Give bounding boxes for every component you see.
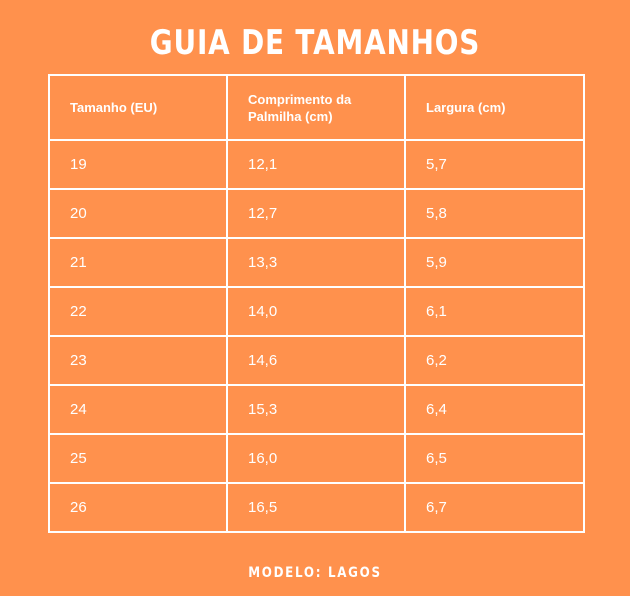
table-row: 26 16,5 6,7: [48, 482, 585, 533]
cell-width: 6,4: [404, 384, 585, 435]
header-width: Largura (cm): [404, 74, 585, 141]
table-row: 20 12,7 5,8: [48, 188, 585, 239]
cell-width: 6,2: [404, 335, 585, 386]
cell-length: 12,7: [226, 188, 406, 239]
cell-width: 6,5: [404, 433, 585, 484]
cell-size: 26: [48, 482, 228, 533]
cell-length: 16,5: [226, 482, 406, 533]
cell-length: 16,0: [226, 433, 406, 484]
cell-width: 5,7: [404, 139, 585, 190]
header-insole-length: Comprimento da Palmilha (cm): [226, 74, 406, 141]
table-row: 25 16,0 6,5: [48, 433, 585, 484]
size-guide-table: Tamanho (EU) Comprimento da Palmilha (cm…: [48, 74, 585, 533]
cell-length: 13,3: [226, 237, 406, 288]
cell-size: 23: [48, 335, 228, 386]
cell-length: 15,3: [226, 384, 406, 435]
page-title: GUIA DE TAMANHOS: [149, 23, 481, 63]
table-header-row: Tamanho (EU) Comprimento da Palmilha (cm…: [48, 74, 585, 141]
cell-length: 14,0: [226, 286, 406, 337]
cell-length: 14,6: [226, 335, 406, 386]
cell-width: 6,1: [404, 286, 585, 337]
cell-size: 22: [48, 286, 228, 337]
table-row: 24 15,3 6,4: [48, 384, 585, 435]
cell-width: 5,8: [404, 188, 585, 239]
table-row: 22 14,0 6,1: [48, 286, 585, 337]
cell-size: 19: [48, 139, 228, 190]
table-row: 19 12,1 5,7: [48, 139, 585, 190]
table-row: 23 14,6 6,2: [48, 335, 585, 386]
cell-length: 12,1: [226, 139, 406, 190]
model-label: MODELO: LAGOS: [248, 565, 382, 581]
header-size-eu: Tamanho (EU): [48, 74, 228, 141]
table-row: 21 13,3 5,9: [48, 237, 585, 288]
cell-size: 25: [48, 433, 228, 484]
cell-size: 21: [48, 237, 228, 288]
cell-size: 24: [48, 384, 228, 435]
cell-size: 20: [48, 188, 228, 239]
cell-width: 5,9: [404, 237, 585, 288]
cell-width: 6,7: [404, 482, 585, 533]
